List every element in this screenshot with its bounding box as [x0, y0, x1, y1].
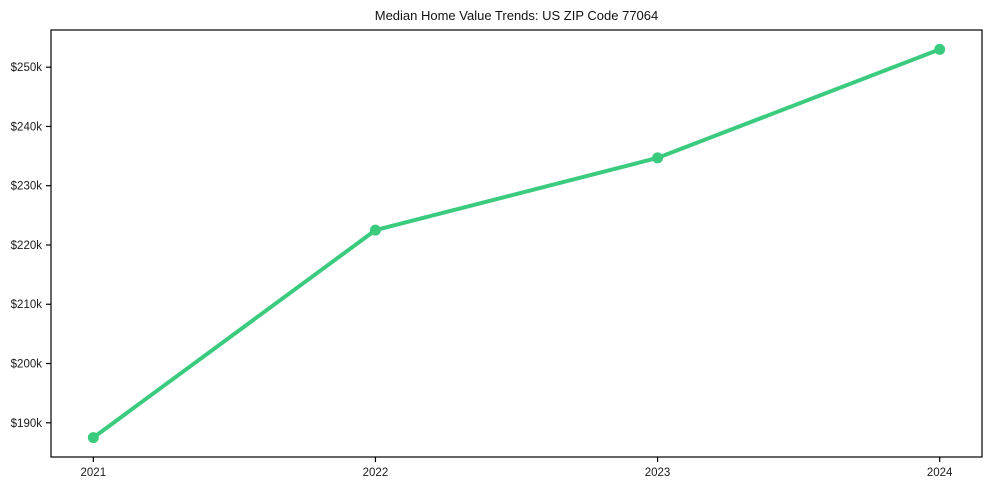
- y-axis-tick-label: $230k: [11, 181, 43, 193]
- x-axis-tick-label: 2021: [81, 467, 107, 479]
- x-axis-tick-label: 2024: [927, 467, 953, 479]
- y-axis-tick-label: $200k: [11, 359, 43, 371]
- plot-border: [50, 29, 983, 458]
- x-axis-tick-label: 2023: [645, 467, 671, 479]
- data-point-marker: [934, 43, 946, 55]
- data-point-marker: [87, 432, 99, 444]
- trend-line: [91, 47, 942, 440]
- x-axis-tick-label: 2022: [363, 467, 389, 479]
- y-axis-tick-label: $240k: [11, 121, 43, 133]
- y-axis-tick-label: $210k: [11, 299, 43, 311]
- y-axis-tick-label: $190k: [11, 418, 43, 430]
- y-axis-tick-label: $250k: [11, 62, 43, 74]
- chart-title: Median Home Value Trends: US ZIP Code 77…: [375, 8, 659, 23]
- data-point-marker: [369, 224, 381, 236]
- y-axis-tick-label: $220k: [11, 240, 43, 252]
- data-point-marker: [652, 152, 664, 164]
